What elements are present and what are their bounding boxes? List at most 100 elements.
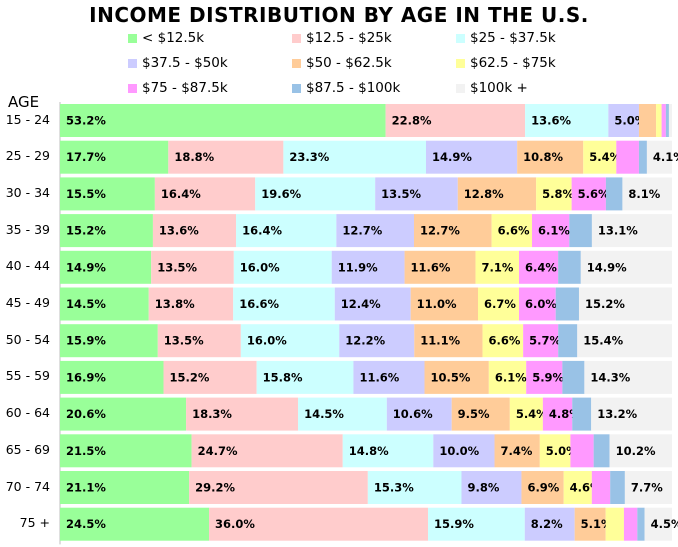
bar-segment (558, 324, 578, 358)
data-label: 13.6% (159, 224, 199, 238)
bar-segment (558, 250, 581, 284)
legend-item: $12.5 - $25k (292, 30, 392, 46)
data-label: 11.0% (417, 297, 457, 311)
bar-segment (656, 104, 662, 137)
bar-segment (644, 507, 672, 541)
bar-segment (605, 507, 624, 541)
bar-segment (584, 360, 672, 394)
data-label: 14.3% (590, 370, 630, 384)
bar-segment (580, 250, 672, 284)
data-label: 11.6% (411, 260, 451, 274)
bar-segment (331, 250, 405, 284)
data-label: 8.1% (628, 187, 660, 201)
data-label: 5.4% (589, 150, 621, 164)
bar-segment (240, 324, 340, 358)
legend-swatch (128, 33, 137, 43)
bar-segment (424, 360, 489, 394)
data-label: 18.3% (192, 407, 232, 421)
bar-segment (413, 214, 492, 248)
bar-segment (646, 140, 672, 174)
bar-segment (638, 140, 647, 174)
bar-segment (524, 507, 575, 541)
data-label: 10.2% (616, 444, 656, 458)
category-tick-label: 50 - 54 (5, 331, 50, 347)
data-label: 13.5% (381, 187, 421, 201)
category-tick-label: 55 - 59 (5, 368, 50, 384)
bar-segment (494, 434, 540, 468)
legend-item: $87.5 - $100k (292, 80, 400, 96)
bar-segment (60, 397, 187, 431)
bar-segment (665, 104, 669, 137)
bar-segment (521, 471, 564, 504)
data-label: 16.6% (239, 297, 279, 311)
bar-segment (523, 324, 559, 358)
bar-segment (186, 397, 299, 431)
data-label: 14.9% (587, 260, 627, 274)
bar-segment (562, 360, 585, 394)
data-label: 15.4% (583, 334, 623, 348)
data-label: 15.9% (66, 334, 106, 348)
data-label: 9.8% (467, 481, 499, 495)
data-label: 5.0% (546, 444, 578, 458)
bar-segment (189, 471, 368, 504)
data-label: 11.1% (420, 334, 460, 348)
data-label: 14.5% (304, 407, 344, 421)
data-label: 13.2% (597, 407, 637, 421)
bar-segment (367, 471, 462, 504)
data-label: 11.6% (359, 370, 399, 384)
data-label: 15.9% (434, 517, 474, 531)
data-label: 6.7% (484, 297, 516, 311)
bar-segment (154, 177, 256, 211)
legend-swatch (456, 58, 465, 68)
bar-segment (298, 397, 387, 431)
bar-segment (404, 250, 476, 284)
bar-segment (414, 324, 483, 358)
data-label: 6.9% (527, 481, 559, 495)
bar-segment (375, 177, 458, 211)
data-label: 24.5% (66, 517, 106, 531)
bar-segment (608, 104, 639, 137)
data-label: 10.5% (431, 370, 471, 384)
bar-segment (668, 104, 672, 137)
bar-segment (191, 434, 343, 468)
data-label: 6.0% (525, 297, 557, 311)
chart-title: INCOME DISTRIBUTION BY AGE IN THE U.S. (89, 3, 589, 27)
legend-swatch (128, 58, 137, 68)
bar-segment (555, 287, 579, 321)
data-label: 21.5% (66, 444, 106, 458)
bar-segment (519, 287, 556, 321)
legend-label: $12.5 - $25k (306, 30, 392, 46)
data-label: 12.7% (342, 224, 382, 238)
bar-segment (531, 214, 570, 248)
data-label: 7.4% (501, 444, 533, 458)
category-tick-label: 35 - 39 (5, 221, 50, 237)
bar-segment (168, 140, 284, 174)
data-label: 10.8% (523, 150, 563, 164)
legend-label: $50 - $62.5k (306, 55, 392, 71)
data-label: 14.5% (66, 297, 106, 311)
bar-segment (386, 397, 452, 431)
data-label: 16.4% (161, 187, 201, 201)
bar-segment (610, 471, 625, 504)
bar-segment (461, 471, 522, 504)
legend-swatch (292, 83, 301, 93)
legend-item: $50 - $62.5k (292, 55, 392, 71)
bar-segment (571, 177, 606, 211)
bar-segment (60, 360, 164, 394)
data-label: 12.4% (341, 297, 381, 311)
bar-segment (517, 140, 584, 174)
data-label: 5.1% (581, 517, 613, 531)
bar-segment (157, 324, 241, 358)
category-tick-label: 45 - 49 (5, 295, 50, 310)
bar-segment (334, 287, 411, 321)
bar-segment (637, 507, 645, 541)
data-label: 7.7% (631, 481, 663, 495)
bar-segment (638, 104, 657, 137)
bar-segment (519, 250, 559, 284)
bar-segment (60, 287, 149, 321)
data-label: 17.7% (66, 150, 106, 164)
bar-segment (148, 287, 234, 321)
bar-segment (570, 434, 594, 468)
bar-segment (428, 507, 525, 541)
